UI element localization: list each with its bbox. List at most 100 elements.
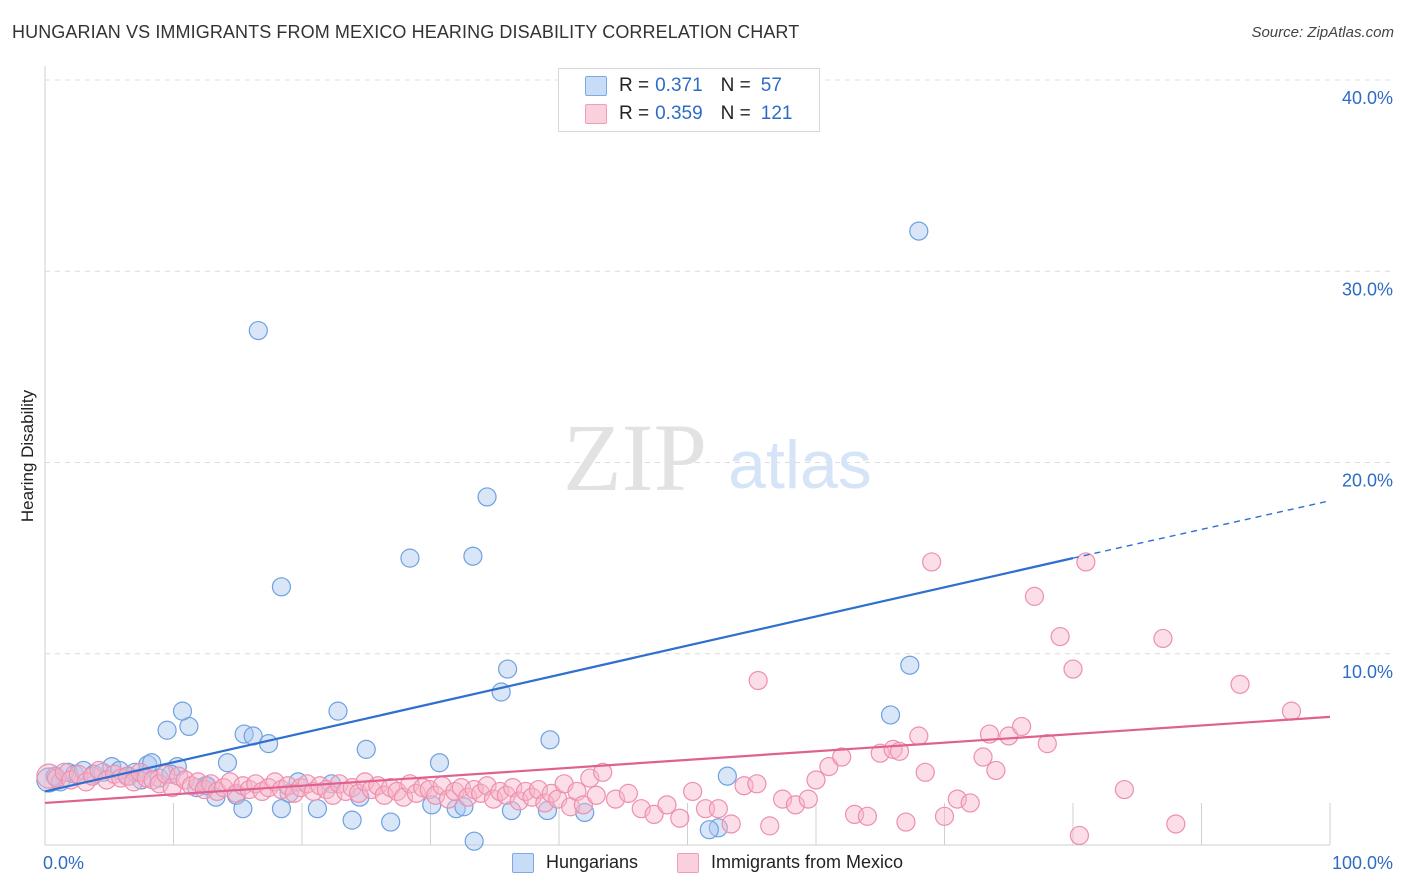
hungarians-point [342,810,362,830]
bottom-legend: Hungarians Immigrants from Mexico [0,850,1406,878]
axis-layer [44,66,1331,846]
mexico-point [721,814,741,834]
mexico-point [618,783,638,803]
grid-layer [45,79,1392,655]
mexico-point [909,726,929,746]
mexico-point [644,804,664,825]
mexico-point [973,747,993,767]
bottom-legend-hungarians: Hungarians [512,852,638,873]
hungarians-point [217,753,238,773]
hungarians-point [446,799,466,819]
watermark-zip: ZIP [563,404,707,511]
hungarians-point [880,705,901,725]
legend-row-hungarians: R = 0.371 N = 57 [585,73,782,99]
hungarians-point [909,221,929,241]
hungarians-point [271,799,292,819]
hungarians-point [248,320,268,341]
watermark-atlas: atlas [728,427,872,503]
mexico-point [535,793,555,813]
mexico-point [1050,626,1070,647]
mexico-point [438,789,459,809]
mexico-point [426,785,446,805]
points-layer [36,221,1302,851]
x-tick-label: 0.0% [43,853,84,873]
hungarians-point [540,730,560,750]
legend-n-label: N = [720,103,751,124]
mexico-point [657,795,677,815]
mexico-point [819,756,839,777]
mexico-point [915,762,935,782]
mexico-point [483,789,504,809]
hungarians-point [307,799,328,819]
hungarians-trend-line [44,557,1074,793]
mexico-point [934,806,955,826]
mexico-point [760,816,780,836]
mexico-point [806,770,826,790]
mexico-point [46,768,67,788]
mexico-point [1063,659,1083,679]
y-tick-label: 30.0% [1342,279,1393,299]
hungarians-point [400,548,420,568]
hungarians-point [258,734,279,754]
mexico-point [374,785,394,805]
bottom-legend-label-hungarians: Hungarians [546,852,639,872]
mexico-point [458,787,478,807]
hungarians-point [454,797,474,817]
hungarians-point [429,753,450,773]
mexico-point [1153,628,1173,649]
mexico-point [857,806,878,826]
mexico-point [1024,586,1045,606]
bottom-legend-label-mexico: Immigrants from Mexico [711,852,904,872]
mexico-point [683,781,703,802]
hungarians-point [717,766,737,786]
mexico-point [348,783,369,803]
source-label: Source: ZipAtlas.com [1251,24,1394,41]
legend-r-value: 0.359 [655,103,703,124]
hungarians-point [464,831,484,851]
mexico-point [747,774,767,794]
mexico-point [870,743,890,763]
bottom-legend-swatch-mexico [677,852,699,873]
mexico-point [586,785,606,805]
legend-r-label: R = [619,103,650,124]
x-tick-label: 100.0% [1332,853,1393,873]
mexico-point [708,799,728,819]
legend-r-value: 0.371 [655,75,703,96]
mexico-point [832,747,852,767]
mexico-point [593,762,613,782]
mexico-point [1011,716,1032,737]
hungarians-point [172,701,193,721]
hungarians-point [575,802,595,823]
mexico-point [323,785,343,805]
hungarians-point [356,739,376,759]
trend-layer [44,500,1331,805]
watermark: ZIP atlas [563,404,872,511]
bottom-legend-mexico: Immigrants from Mexico [677,852,903,873]
y-tick-label: 20.0% [1342,471,1393,491]
hungarians-point [271,577,292,597]
hungarians-point [328,701,348,721]
mexico-point [36,763,62,789]
chart-title: HUNGARIAN VS IMMIGRANTS FROM MEXICO HEAR… [12,22,800,42]
hungarians-point [699,820,719,840]
hungarians-point [498,659,518,679]
legend-r-label: R = [619,75,650,96]
mexico-point [896,812,916,832]
mexico-point [54,762,74,782]
hungarians-trend-extension [1072,500,1331,559]
legend: R = 0.371 N = 57 R = 0.359 N = 121 [558,68,820,132]
mexico-point [1037,734,1057,754]
hungarians-point [422,795,442,815]
mexico-point [1076,552,1096,572]
mexico-point [1166,814,1186,834]
mexico-point [1230,674,1250,694]
mexico-trend-line [44,715,1331,805]
tick-layer: 10.0% 20.0% 30.0% 40.0% 0.0% 100.0% [43,88,1393,873]
mexico-point [124,772,144,792]
hungarians-point [381,812,401,832]
legend-n-label: N = [720,75,751,96]
legend-n-value: 121 [760,103,793,124]
mexico-point [922,552,942,572]
mexico-point [670,808,690,828]
